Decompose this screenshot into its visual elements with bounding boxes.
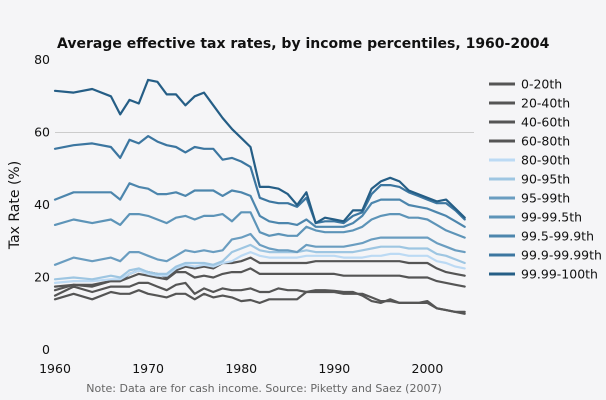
legend-label: 99-99.5th	[521, 210, 582, 225]
x-tick-label: 2000	[412, 361, 444, 376]
legend-label: 95-99th	[521, 191, 570, 206]
legend-label: 99.5-99.9th	[521, 229, 594, 244]
series-line-40-60th	[53, 267, 466, 292]
x-tick-label: 1980	[225, 361, 257, 376]
legend-label: 99.9-99.99th	[521, 248, 602, 263]
x-tick-labels: 1960 1970 1980 1990 2000	[39, 361, 443, 376]
legend-label: 60-80th	[521, 134, 570, 149]
legend-label: 0-20th	[521, 77, 562, 92]
legend-label: 80-90th	[521, 153, 570, 168]
chart-note: Note: Data are for cash income. Source: …	[86, 382, 442, 395]
y-tick-labels: 0 20 40 60 80	[34, 52, 50, 357]
series-line-99-99.5th	[53, 211, 466, 239]
y-tick-label: 60	[34, 125, 50, 140]
x-tick-label: 1970	[132, 361, 164, 376]
series-line-99.99-100th	[53, 78, 466, 225]
series-line-95-99th	[53, 232, 466, 266]
y-tick-label: 20	[34, 270, 50, 285]
plot-area: 1960 1970 1980 1990 2000 0 20 40 60 80	[34, 52, 474, 376]
y-axis-label: Tax Rate (%)	[7, 161, 23, 250]
chart-title: Average effective tax rates, by income p…	[57, 36, 550, 52]
series-line-60-80th	[53, 256, 466, 288]
series-line-99.5-99.9th	[53, 182, 466, 228]
legend-label: 40-60th	[521, 115, 570, 130]
series-lines	[53, 78, 466, 315]
x-tick-label: 1960	[39, 361, 71, 376]
y-tick-label: 40	[34, 197, 50, 212]
series-line-80-90th	[53, 251, 466, 284]
series-line-20-40th	[53, 281, 466, 313]
y-tick-label: 80	[34, 52, 50, 67]
legend-label: 99.99-100th	[521, 267, 598, 282]
legend-label: 20-40th	[521, 96, 570, 111]
y-tick-label: 0	[42, 342, 50, 357]
legend: 0-20th 20-40th 40-60th 60-80th 80-90th 90-95t…	[489, 77, 602, 282]
x-tick-label: 1990	[318, 361, 350, 376]
series-line-99.9-99.99th	[53, 135, 466, 225]
series-line-90-95th	[53, 243, 466, 281]
legend-label: 90-95th	[521, 172, 570, 187]
